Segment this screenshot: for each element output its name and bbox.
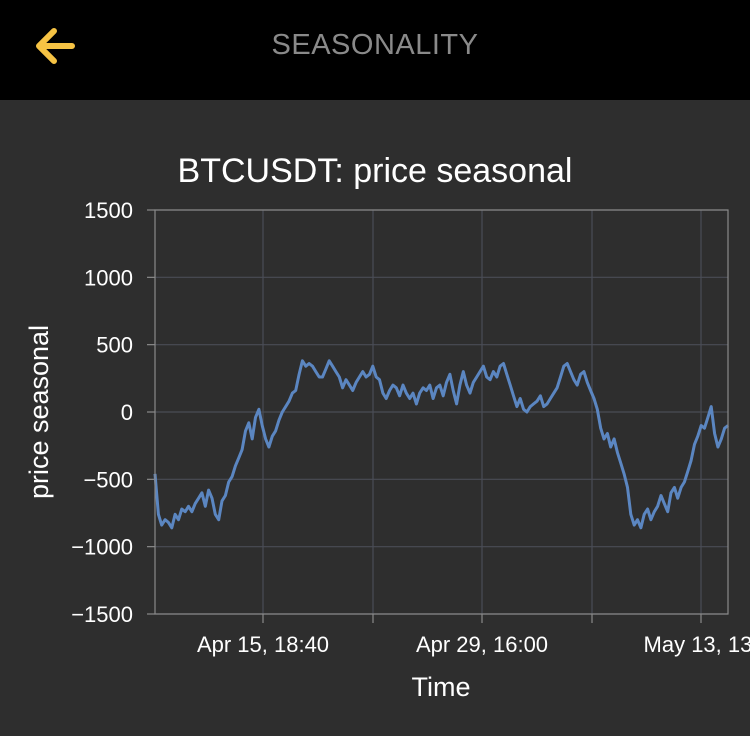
- series-line: [153, 359, 729, 530]
- y-tick-label: 500: [96, 333, 133, 358]
- chart-title: BTCUSDT: price seasonal: [178, 152, 573, 190]
- line-chart: BTCUSDT: price seasonal 1500 1000 500 0 −500…: [24, 152, 750, 702]
- x-axis-label: Time: [412, 672, 471, 702]
- back-button[interactable]: [22, 18, 86, 74]
- x-tick-label: Apr 15, 18:40: [197, 632, 329, 657]
- x-tick-label: May 13, 13:: [644, 632, 750, 657]
- chart-container: BTCUSDT: price seasonal 1500 1000 500 0 −500…: [0, 100, 750, 731]
- app-header: SEASONALITY: [0, 0, 750, 100]
- arrow-left-icon: [36, 28, 75, 64]
- plot-frame: [154, 209, 729, 615]
- y-tick-label: −1500: [71, 602, 133, 627]
- y-tick-label: 1000: [84, 265, 133, 290]
- y-tick-label: −500: [83, 467, 133, 492]
- y-tick-label: 0: [121, 400, 133, 425]
- y-tick-label: 1500: [84, 198, 133, 223]
- x-tick-label: Apr 29, 16:00: [416, 632, 548, 657]
- screen-title: SEASONALITY: [271, 29, 479, 61]
- y-tick-label: −1000: [71, 535, 133, 560]
- y-axis-label: price seasonal: [24, 325, 54, 499]
